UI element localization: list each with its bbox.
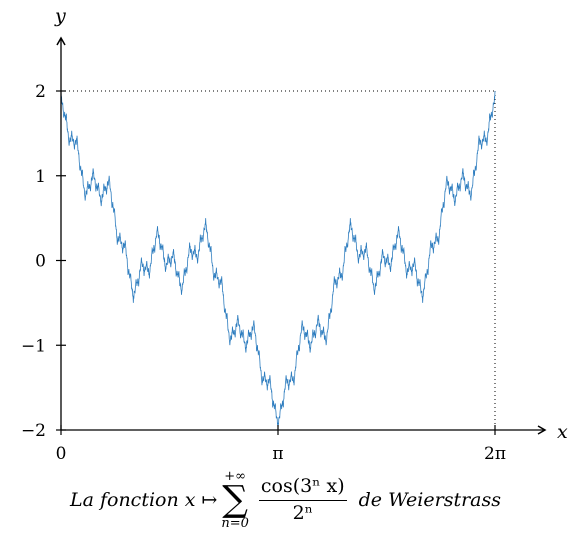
x-ticks: 0 π 2π	[56, 425, 506, 464]
caption-sum: +∞ ∑ n=0	[221, 470, 249, 530]
weierstrass-chart: 0 π 2π −2 −1 0 1 2 x y	[21, 5, 568, 464]
y-ticks: −2 −1 0 1 2	[21, 82, 66, 441]
y-tick-label: −2	[21, 421, 46, 441]
x-tick-label: π	[272, 444, 283, 464]
weierstrass-curve	[60, 91, 496, 430]
caption-variable: x	[184, 489, 196, 511]
reference-lines	[61, 90, 496, 430]
y-tick-label: 0	[35, 252, 46, 272]
chart-caption: La fonction x ↦ +∞ ∑ n=0 cos(3ⁿ x) 2ⁿ de…	[0, 466, 571, 534]
y-tick-label: 2	[35, 82, 46, 102]
y-tick-label: 1	[35, 167, 46, 187]
sum-lower-bound: n=0	[221, 516, 249, 532]
sum-upper-bound: +∞	[224, 468, 246, 484]
x-tick-label: 2π	[484, 444, 506, 464]
y-tick-label: −1	[21, 336, 46, 356]
caption-mapsto: ↦	[201, 489, 218, 511]
x-tick-label: 0	[56, 444, 67, 464]
fraction-denominator: 2ⁿ	[292, 501, 313, 524]
fraction-numerator: cos(3ⁿ x)	[258, 475, 347, 501]
y-axis-label: y	[54, 5, 66, 27]
caption-prefix: La fonction	[69, 489, 179, 511]
caption-fraction: cos(3ⁿ x) 2ⁿ	[258, 475, 347, 525]
caption-suffix: de Weierstrass	[358, 489, 501, 511]
sum-symbol: ∑	[222, 478, 248, 520]
x-axis-label: x	[557, 421, 568, 443]
